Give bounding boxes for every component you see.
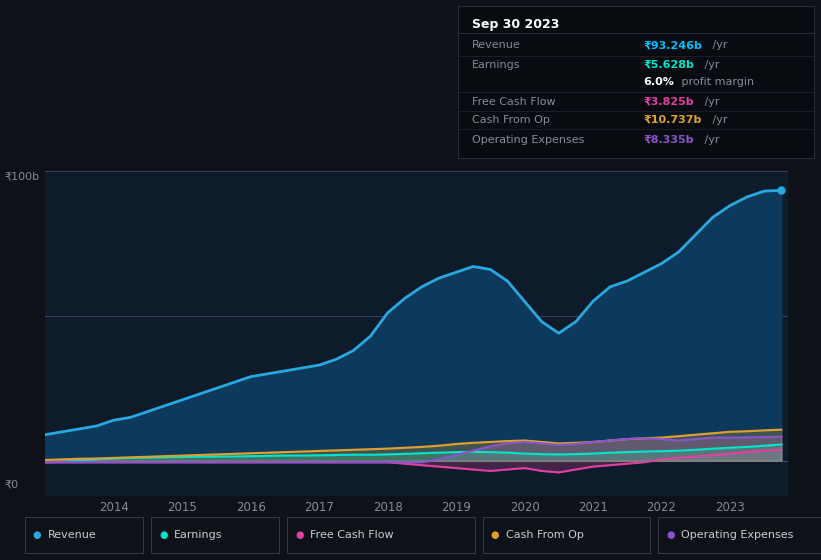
Text: ₹10.737b: ₹10.737b xyxy=(643,115,701,125)
Text: ₹100b: ₹100b xyxy=(4,171,39,181)
Text: ●: ● xyxy=(296,530,304,540)
Text: Earnings: Earnings xyxy=(472,60,521,70)
Text: /yr: /yr xyxy=(701,134,720,144)
Text: profit margin: profit margin xyxy=(678,77,754,87)
Text: Earnings: Earnings xyxy=(174,530,222,540)
Text: ₹93.246b: ₹93.246b xyxy=(643,40,702,50)
Text: Free Cash Flow: Free Cash Flow xyxy=(472,96,556,106)
Text: /yr: /yr xyxy=(709,40,727,50)
Text: ₹8.335b: ₹8.335b xyxy=(643,134,694,144)
Text: Sep 30 2023: Sep 30 2023 xyxy=(472,18,560,31)
Text: ₹5.628b: ₹5.628b xyxy=(643,60,694,70)
Text: /yr: /yr xyxy=(701,96,720,106)
Text: /yr: /yr xyxy=(709,115,727,125)
Text: ●: ● xyxy=(33,530,41,540)
Text: ●: ● xyxy=(491,530,499,540)
Text: Operating Expenses: Operating Expenses xyxy=(681,530,794,540)
Text: ₹0: ₹0 xyxy=(4,479,18,489)
Text: Cash From Op: Cash From Op xyxy=(506,530,584,540)
Text: Cash From Op: Cash From Op xyxy=(472,115,550,125)
Text: Free Cash Flow: Free Cash Flow xyxy=(310,530,394,540)
Text: ●: ● xyxy=(667,530,675,540)
Text: /yr: /yr xyxy=(701,60,720,70)
Text: ₹3.825b: ₹3.825b xyxy=(643,96,694,106)
Text: 6.0%: 6.0% xyxy=(643,77,674,87)
Text: Revenue: Revenue xyxy=(48,530,96,540)
Text: Operating Expenses: Operating Expenses xyxy=(472,134,585,144)
Text: ●: ● xyxy=(159,530,167,540)
Text: Revenue: Revenue xyxy=(472,40,521,50)
